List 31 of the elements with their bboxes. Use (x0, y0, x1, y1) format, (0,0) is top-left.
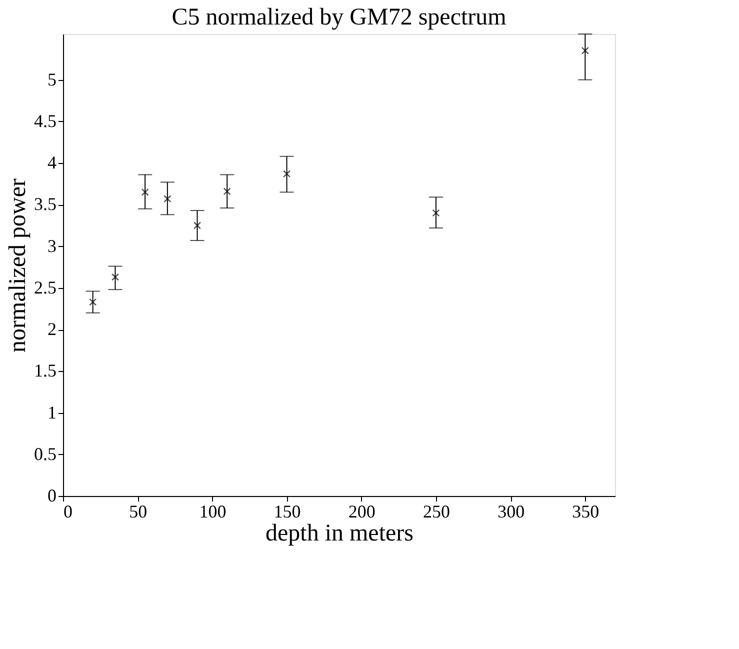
y-tick-label: 4 (48, 152, 56, 173)
point (194, 222, 202, 230)
x-tick-label: 200 (348, 502, 376, 522)
y-tick-label: 2 (48, 319, 56, 340)
y-tick-label: 1.5 (34, 360, 56, 381)
x-tick-label: 150 (274, 502, 301, 522)
chart-title: C5 normalized by GM72 spectrum (172, 4, 507, 30)
y-tick-label: 3 (48, 236, 56, 256)
x-tick-label: 350 (572, 502, 600, 522)
point (283, 170, 291, 178)
y-axis-title: normalized power (5, 178, 31, 352)
point (164, 195, 172, 203)
x-tick-label: 250 (422, 502, 450, 522)
y-tick-label: 4.5 (34, 110, 56, 131)
y-tick-label: 0.5 (34, 444, 56, 464)
point (111, 273, 119, 281)
point (89, 298, 97, 306)
x-tick-label: 50 (129, 502, 148, 522)
y-tick-label: 3.5 (34, 194, 56, 214)
x-tick-label: 0 (64, 502, 72, 522)
point (432, 209, 440, 217)
x-tick-label: 100 (199, 502, 226, 522)
x-axis-title: depth in meters (266, 520, 414, 546)
point (581, 46, 589, 54)
point (223, 188, 231, 196)
point (141, 188, 149, 196)
x-tick-label: 300 (498, 502, 525, 522)
y-tick-label: 2.5 (34, 277, 56, 298)
y-tick-label: 5 (48, 69, 56, 90)
y-tick-label: 1 (48, 402, 56, 422)
y-tick-label: 0 (48, 486, 56, 506)
